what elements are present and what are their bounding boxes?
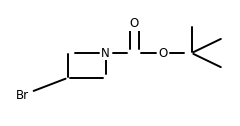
Text: O: O xyxy=(130,17,139,30)
Text: N: N xyxy=(101,46,110,59)
Text: Br: Br xyxy=(16,89,29,102)
Text: O: O xyxy=(158,46,168,59)
